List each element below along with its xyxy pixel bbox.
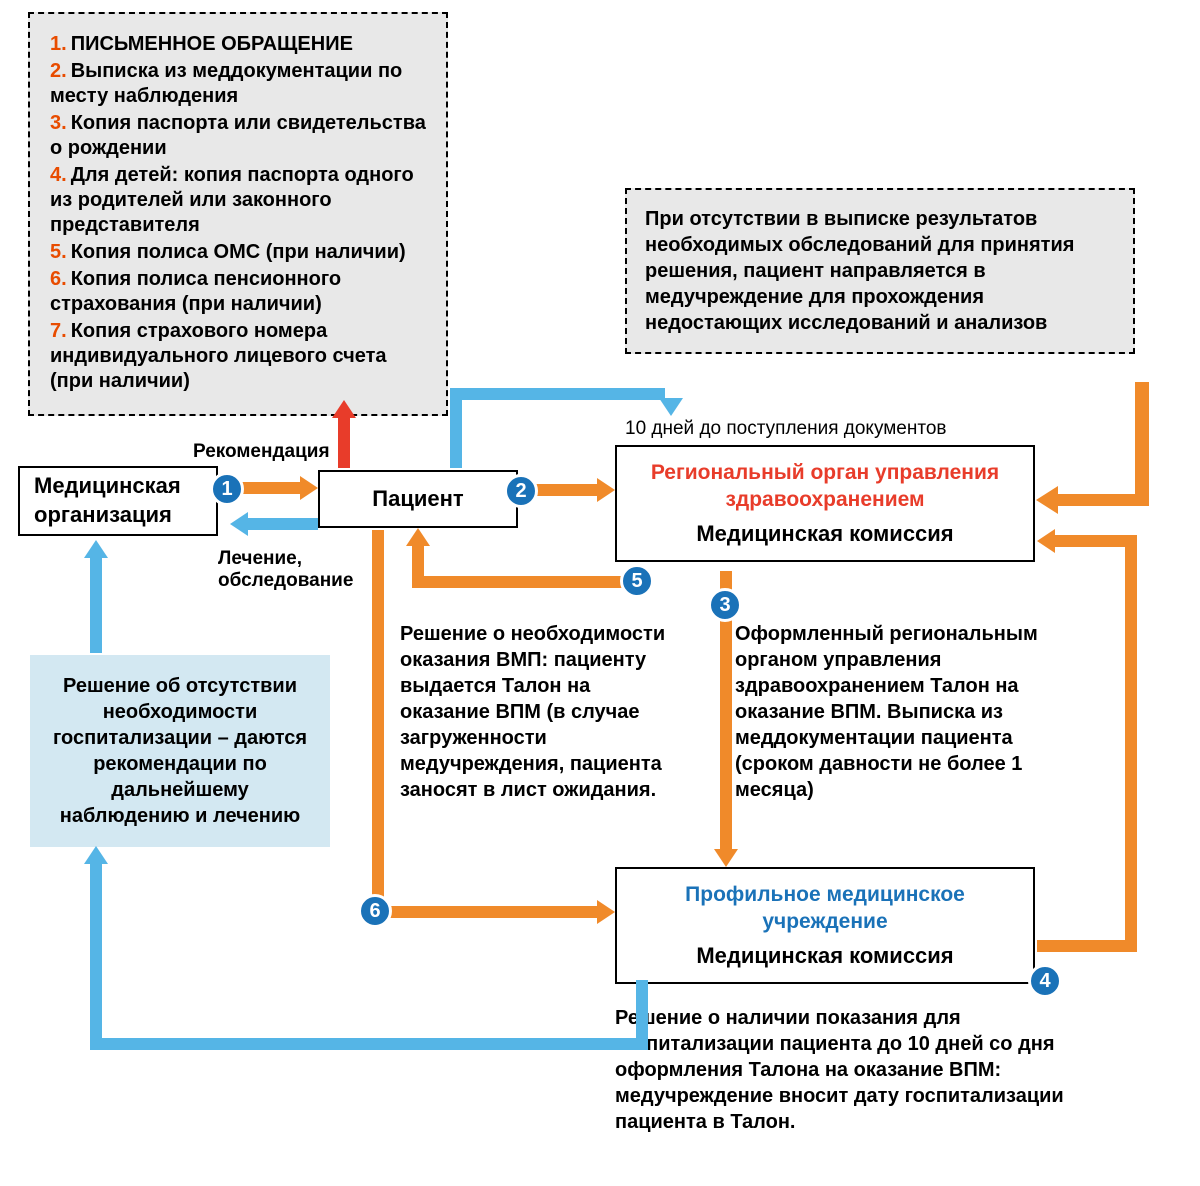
document-item: 2.Выписка из меддокументации по месту на… — [50, 59, 426, 109]
text-bottom-block: Решение о наличии показания для госпитал… — [615, 1005, 1115, 1135]
recommendation-label: Рекомендация — [193, 441, 330, 463]
decision-box: Решение об отсутствии необходимости госп… — [30, 655, 330, 847]
med-org-label: Медицинская организация — [34, 472, 202, 529]
regional-title: Региональный орган управления здравоохра… — [631, 459, 1019, 514]
document-item: 5.Копия полиса ОМС (при наличии) — [50, 240, 426, 265]
text-bottom: Решение о наличии показания для госпитал… — [615, 1005, 1115, 1135]
document-item: 4.Для детей: копия паспорта одного из ро… — [50, 163, 426, 238]
node-med-org: Медицинская организация — [18, 466, 218, 536]
treatment-label: Лечение, обследование — [218, 548, 338, 592]
badge-3: 3 — [708, 588, 742, 622]
patient-label: Пациент — [372, 485, 463, 514]
badge-1: 1 — [210, 472, 244, 506]
decision-text: Решение об отсутствии необходимости госп… — [46, 673, 314, 829]
missing-exams-text: При отсутствии в выписке результатов нео… — [645, 206, 1115, 336]
text-5-block: Решение о необходимости оказания ВМП: па… — [400, 621, 680, 803]
node-patient: Пациент — [318, 470, 518, 528]
badge-2: 2 — [504, 474, 538, 508]
node-profile: Профильное медицинское учреждение Медици… — [615, 867, 1035, 984]
missing-exams-box: При отсутствии в выписке результатов нео… — [625, 188, 1135, 354]
document-item: 3.Копия паспорта или свидетельства о рож… — [50, 111, 426, 161]
document-item: 1.ПИСЬМЕННОЕ ОБРАЩЕНИЕ — [50, 32, 426, 57]
text-5: Решение о необходимости оказания ВМП: па… — [400, 621, 680, 803]
document-item: 7.Копия страхового номера индивидуальног… — [50, 319, 426, 394]
regional-sub: Медицинская комиссия — [631, 520, 1019, 549]
profile-sub: Медицинская комиссия — [631, 942, 1019, 971]
documents-box: 1.ПИСЬМЕННОЕ ОБРАЩЕНИЕ2.Выписка из меддо… — [28, 12, 448, 416]
deadline-label: 10 дней до поступления документов — [625, 418, 947, 440]
badge-6: 6 — [358, 894, 392, 928]
node-regional: Региональный орган управления здравоохра… — [615, 445, 1035, 562]
badge-4: 4 — [1028, 964, 1062, 998]
profile-title: Профильное медицинское учреждение — [631, 881, 1019, 936]
document-item: 6.Копия полиса пенсионного страхования (… — [50, 267, 426, 317]
text-3: Оформленный региональным органом управле… — [735, 621, 1055, 803]
badge-5: 5 — [620, 564, 654, 598]
text-3-block: Оформленный региональным органом управле… — [735, 621, 1055, 803]
